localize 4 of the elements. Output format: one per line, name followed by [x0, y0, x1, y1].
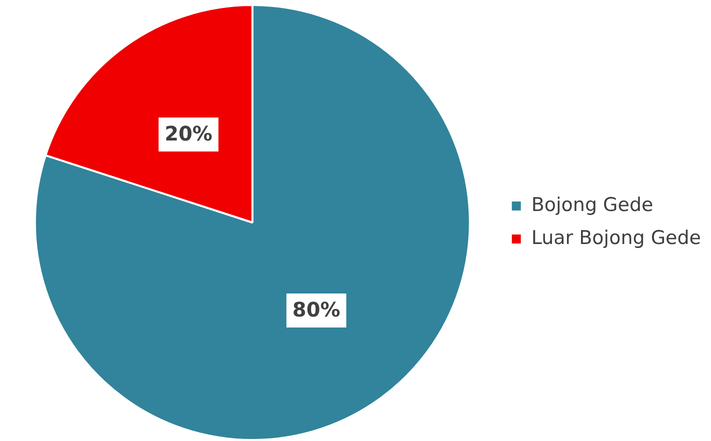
data-label: 20% [164, 122, 212, 146]
legend-label: Bojong Gede [531, 194, 654, 216]
data-label: 80% [292, 298, 340, 322]
legend-label: Luar Bojong Gede [531, 226, 701, 249]
